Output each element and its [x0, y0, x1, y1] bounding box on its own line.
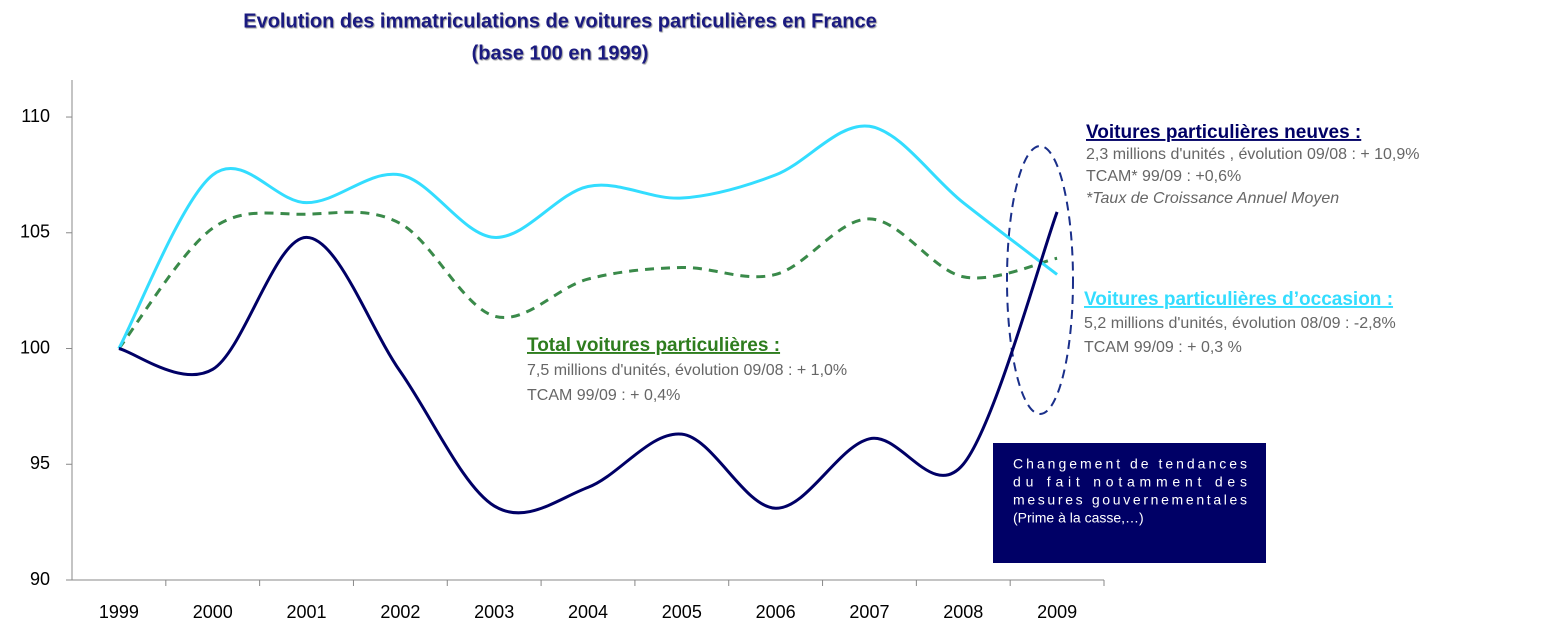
annotation-detail: TCAM 99/09 : + 0,4%	[527, 387, 680, 404]
highlight-ellipse	[1006, 145, 1074, 415]
annotation-title: Voitures particulières neuves :	[1086, 122, 1361, 143]
x-tick-label: 2007	[849, 602, 889, 622]
series-line	[117, 124, 1059, 350]
y-tick-label: 90	[30, 569, 50, 589]
x-tick-label: 1999	[99, 602, 139, 622]
annotation-detail: 7,5 millions d'unités, évolution 09/08 :…	[527, 362, 847, 379]
box-text: (Prime à la casse,…)	[1013, 510, 1144, 526]
series-line	[118, 211, 1059, 515]
x-tick-label: 2005	[662, 602, 702, 622]
annotation-title: Voitures particulières d’occasion :	[1084, 289, 1393, 310]
x-tick-label: 2000	[193, 602, 233, 622]
annotation-detail: 5,2 millions d'unités, évolution 08/09 :…	[1084, 315, 1396, 332]
chart-subtitle: (base 100 en 1999)	[472, 42, 649, 64]
x-tick-label: 2009	[1037, 602, 1077, 622]
x-tick-label: 2008	[943, 602, 983, 622]
box-text: mesures gouvernementales	[1013, 492, 1247, 508]
annotation-box	[993, 443, 1266, 563]
y-tick-label: 110	[21, 106, 50, 126]
chart-title: Evolution des immatriculations de voitur…	[243, 10, 877, 32]
series-line	[117, 210, 1058, 350]
annotation-detail: 2,3 millions d'unités , évolution 09/08 …	[1086, 146, 1419, 163]
y-tick-label: 105	[20, 222, 50, 242]
annotation-detail: *Taux de Croissance Annuel Moyen	[1086, 190, 1339, 207]
x-tick-label: 2001	[287, 602, 327, 622]
annotation-title: Total voitures particulières :	[527, 335, 780, 356]
annotation-detail: TCAM 99/09 : + 0,3 %	[1084, 339, 1242, 356]
x-tick-label: 2006	[756, 602, 796, 622]
x-tick-label: 2004	[568, 602, 608, 622]
y-tick-label: 100	[20, 337, 50, 357]
x-tick-label: 2002	[380, 602, 420, 622]
annotation-detail: TCAM* 99/09 : +0,6%	[1086, 168, 1241, 185]
x-tick-label: 2003	[474, 602, 514, 622]
box-text: Changement de tendances	[1013, 456, 1247, 472]
y-tick-label: 95	[30, 453, 50, 473]
